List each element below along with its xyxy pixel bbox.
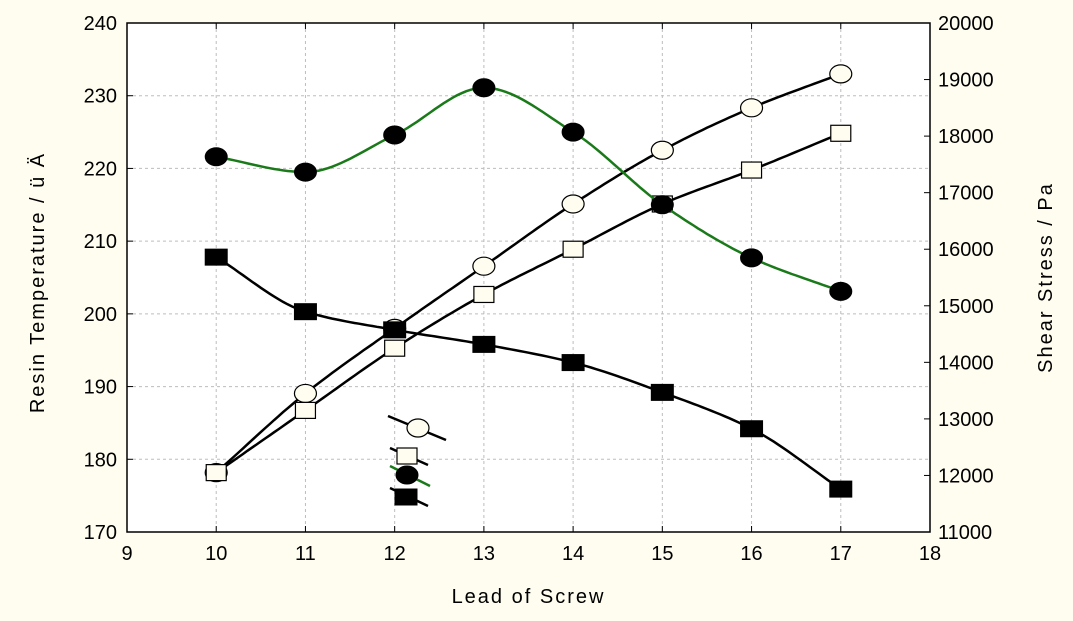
y-tick-label: 200 bbox=[84, 304, 117, 326]
legend bbox=[387, 414, 447, 508]
data-point-open-square bbox=[205, 464, 227, 482]
y-axis-title: Resin Temperature / ü Ä bbox=[27, 152, 49, 413]
x-tick-label: 15 bbox=[651, 543, 673, 565]
plot-area bbox=[127, 23, 930, 532]
data-point-filled-circle bbox=[383, 125, 407, 145]
y2-tick-label: 17000 bbox=[938, 183, 994, 205]
series-line bbox=[215, 256, 842, 491]
data-point-filled-square bbox=[293, 303, 317, 321]
legend-symbol-filled-circle bbox=[395, 465, 419, 485]
x-tick-label: 14 bbox=[562, 543, 584, 565]
data-point-open-circle bbox=[739, 98, 764, 118]
x-tick-label: 17 bbox=[830, 543, 852, 565]
y-tick-label: 220 bbox=[84, 158, 117, 180]
y2-tick-label: 11000 bbox=[938, 522, 992, 544]
data-point-filled-circle bbox=[293, 162, 317, 182]
legend-item-filled-circle bbox=[389, 464, 431, 488]
axis-ticks: 9 10 11 12 13 14 15 16 17 18 170 180 190 200 210 220 230… bbox=[84, 13, 994, 565]
y-tick-label: 230 bbox=[84, 86, 117, 108]
y2-tick-label: 15000 bbox=[938, 296, 994, 318]
data-point-filled-square bbox=[829, 480, 853, 498]
legend-item-filled-square bbox=[389, 486, 429, 508]
data-point-filled-circle bbox=[829, 281, 853, 301]
x-axis-title: Lead of Screw bbox=[452, 586, 606, 608]
y2-tick-label: 18000 bbox=[938, 126, 994, 148]
data-point-filled-circle bbox=[472, 78, 496, 98]
data-point-open-square bbox=[473, 285, 495, 304]
data-point-filled-square bbox=[561, 354, 585, 372]
legend-symbol-open-square bbox=[396, 447, 418, 465]
data-point-open-square bbox=[384, 339, 406, 357]
data-point-filled-square bbox=[383, 321, 407, 339]
x-tick-label: 12 bbox=[384, 543, 406, 565]
data-point-filled-circle bbox=[650, 195, 674, 215]
legend-symbol-open-circle bbox=[406, 418, 430, 438]
x-tick-label: 16 bbox=[740, 543, 762, 565]
data-point-open-circle bbox=[472, 256, 496, 276]
x-tick-label: 18 bbox=[919, 543, 941, 565]
data-point-open-square bbox=[830, 124, 852, 142]
data-point-filled-square bbox=[472, 335, 496, 353]
legend-item-open-square bbox=[389, 446, 429, 467]
legend-item-open-circle bbox=[387, 414, 447, 442]
x-tick-label: 9 bbox=[121, 543, 132, 565]
y2-tick-label: 13000 bbox=[938, 409, 994, 431]
plot-frame bbox=[126, 22, 931, 533]
series-line bbox=[215, 86, 842, 293]
data-point-open-circle bbox=[561, 194, 585, 214]
x-tick-label: 13 bbox=[473, 543, 495, 565]
data-point-filled-circle bbox=[740, 248, 764, 268]
y-tick-label: 210 bbox=[84, 231, 117, 253]
y2-tick-label: 16000 bbox=[938, 239, 994, 261]
y2-tick-label: 19000 bbox=[938, 70, 994, 92]
data-point-open-square bbox=[562, 240, 584, 258]
x-tick-label: 10 bbox=[205, 543, 227, 565]
data-point-open-square bbox=[294, 401, 317, 420]
y2-tick-label: 14000 bbox=[938, 352, 994, 374]
series-layer bbox=[204, 64, 853, 498]
series-filled-square bbox=[204, 248, 853, 498]
y-tick-label: 240 bbox=[84, 13, 117, 35]
x-tick-label: 11 bbox=[295, 543, 316, 565]
y2-tick-label: 20000 bbox=[938, 13, 994, 35]
data-point-open-circle bbox=[829, 64, 853, 84]
series-line bbox=[215, 72, 842, 474]
series-filled-circle bbox=[204, 78, 853, 301]
y-tick-label: 170 bbox=[84, 522, 117, 544]
data-point-open-circle bbox=[293, 383, 318, 404]
data-point-filled-circle bbox=[561, 122, 585, 142]
data-point-filled-square bbox=[740, 420, 764, 438]
data-point-open-square bbox=[740, 161, 763, 179]
y2-tick-label: 12000 bbox=[938, 465, 994, 487]
data-point-filled-square bbox=[650, 383, 674, 401]
data-point-filled-circle bbox=[204, 147, 228, 167]
y2-axis-title: Shear Stress / Pa bbox=[1035, 182, 1057, 373]
data-point-filled-square bbox=[204, 248, 228, 266]
y-tick-label: 180 bbox=[84, 449, 117, 471]
data-point-open-circle bbox=[650, 140, 674, 160]
series-line bbox=[215, 132, 842, 474]
y-tick-label: 190 bbox=[84, 377, 117, 399]
legend-symbol-filled-square bbox=[394, 488, 418, 506]
